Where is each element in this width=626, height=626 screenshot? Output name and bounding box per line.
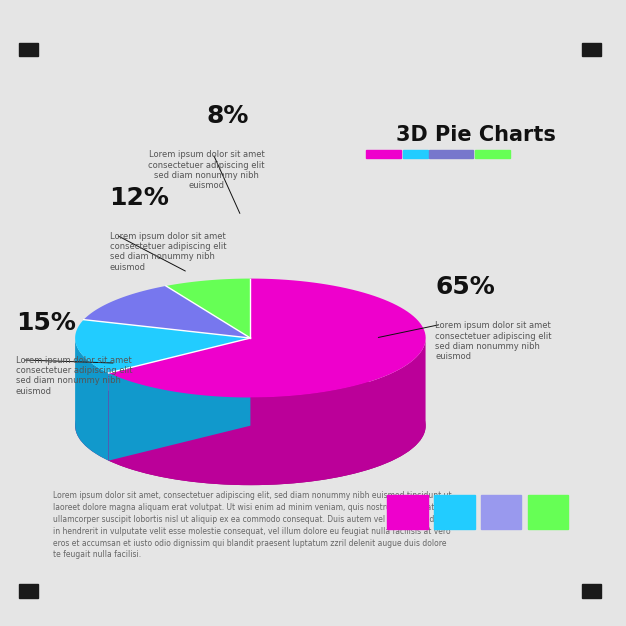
Text: Lorem ipsum dolor sit amet
consectetuer adipiscing elit
sed diam nonummy nibh
eu: Lorem ipsum dolor sit amet consectetuer … [148,150,265,190]
Bar [475,150,510,158]
Ellipse shape [75,366,426,485]
Bar [582,584,601,598]
Bar [387,495,428,529]
Bar [582,43,601,56]
Text: Lorem ipsum dolor sit amet
consectetuer adipiscing elit
sed diam nonummy nibh
eu: Lorem ipsum dolor sit amet consectetuer … [110,232,226,272]
Bar [19,43,38,56]
Bar [19,584,38,598]
Text: Lorem ipsum dolor sit amet
consectetuer adipiscing elit
sed diam nonummy nibh
eu: Lorem ipsum dolor sit amet consectetuer … [16,356,132,396]
Bar [403,150,428,158]
Text: Lorem ipsum dolor sit amet
consectetuer adipiscing elit
sed diam nonummy nibh
eu: Lorem ipsum dolor sit amet consectetuer … [435,321,552,361]
Polygon shape [108,338,250,461]
Text: 8%: 8% [207,105,249,128]
Bar [481,495,521,529]
Bar [366,150,401,158]
Text: 65%: 65% [435,275,495,299]
Polygon shape [75,320,250,373]
Text: 15%: 15% [16,311,76,335]
Bar [434,495,475,529]
Polygon shape [108,341,426,485]
Text: Lorem ipsum dolor sit amet, consectetuer adipiscing elit, sed diam nonummy nibh : Lorem ipsum dolor sit amet, consectetuer… [53,491,452,560]
Polygon shape [108,279,426,398]
Polygon shape [75,338,108,461]
Polygon shape [108,338,250,461]
Bar [528,495,568,529]
Bar [429,150,473,158]
Text: 12%: 12% [110,186,170,210]
Polygon shape [166,279,250,338]
Text: 3D Pie Charts: 3D Pie Charts [396,125,556,145]
Polygon shape [84,286,250,338]
